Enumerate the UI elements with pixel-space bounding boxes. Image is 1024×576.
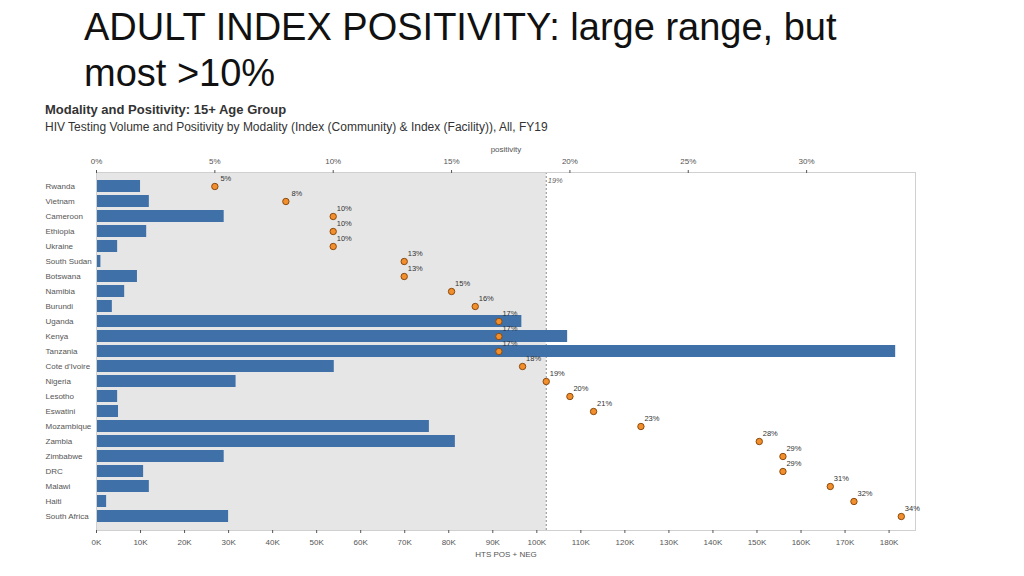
svg-text:10%: 10% xyxy=(337,219,352,228)
svg-text:10%: 10% xyxy=(337,234,352,243)
svg-text:8%: 8% xyxy=(291,189,302,198)
svg-text:15%: 15% xyxy=(444,157,460,166)
svg-text:Haiti: Haiti xyxy=(46,497,62,506)
svg-text:20K: 20K xyxy=(177,538,192,547)
svg-text:Uganda: Uganda xyxy=(46,317,75,326)
svg-text:17%: 17% xyxy=(502,324,517,333)
svg-text:Lesotho: Lesotho xyxy=(46,392,75,401)
svg-text:23%: 23% xyxy=(644,414,659,423)
svg-text:Malawi: Malawi xyxy=(46,482,71,491)
svg-text:32%: 32% xyxy=(857,489,872,498)
svg-text:0%: 0% xyxy=(91,157,103,166)
svg-text:DRC: DRC xyxy=(46,467,64,476)
svg-text:5%: 5% xyxy=(209,157,221,166)
svg-text:29%: 29% xyxy=(786,444,801,453)
svg-text:34%: 34% xyxy=(905,504,920,513)
svg-text:Namibia: Namibia xyxy=(46,287,76,296)
svg-text:13%: 13% xyxy=(408,264,423,273)
svg-text:Nigeria: Nigeria xyxy=(46,377,72,386)
html-text:Modality and Positivity: 15+ A: Modality and Positivity: 15+ Age Group xyxy=(45,102,287,117)
svg-text:130K: 130K xyxy=(660,538,679,547)
svg-text:70K: 70K xyxy=(398,538,413,547)
svg-text:5%: 5% xyxy=(220,174,231,183)
svg-text:HTS POS + NEG: HTS POS + NEG xyxy=(475,550,537,559)
svg-text:100K: 100K xyxy=(527,538,546,547)
svg-text:South Africa: South Africa xyxy=(46,512,90,521)
html-text:ADULT INDEX POSITIVITY: large: ADULT INDEX POSITIVITY: large range, but… xyxy=(84,6,837,94)
svg-text:Vietnam: Vietnam xyxy=(46,197,76,206)
svg-text:110K: 110K xyxy=(572,538,591,547)
svg-text:South Sudan: South Sudan xyxy=(46,257,92,266)
svg-text:Kenya: Kenya xyxy=(46,332,69,341)
svg-text:29%: 29% xyxy=(786,459,801,468)
svg-text:Botswana: Botswana xyxy=(46,272,82,281)
svg-text:19%: 19% xyxy=(548,176,563,185)
svg-text:30%: 30% xyxy=(799,157,815,166)
svg-text:Mozambique: Mozambique xyxy=(46,422,92,431)
svg-text:Tanzania: Tanzania xyxy=(46,347,79,356)
svg-text:13%: 13% xyxy=(408,249,423,258)
svg-text:17%: 17% xyxy=(502,309,517,318)
svg-text:120K: 120K xyxy=(616,538,635,547)
svg-text:30K: 30K xyxy=(221,538,236,547)
svg-text:19%: 19% xyxy=(550,369,565,378)
svg-text:Burundi: Burundi xyxy=(46,302,74,311)
svg-text:Cameroon: Cameroon xyxy=(46,212,83,221)
svg-text:positivity: positivity xyxy=(491,145,522,154)
svg-text:160K: 160K xyxy=(792,538,811,547)
svg-text:20%: 20% xyxy=(573,384,588,393)
svg-text:20%: 20% xyxy=(562,157,578,166)
svg-text:Zimbabwe: Zimbabwe xyxy=(46,452,83,461)
svg-text:Zambia: Zambia xyxy=(46,437,73,446)
svg-text:40K: 40K xyxy=(266,538,281,547)
svg-text:16%: 16% xyxy=(479,294,494,303)
svg-text:18%: 18% xyxy=(526,354,541,363)
svg-text:17%: 17% xyxy=(502,339,517,348)
svg-text:170K: 170K xyxy=(836,538,855,547)
svg-text:Ethiopia: Ethiopia xyxy=(46,227,75,236)
svg-text:0K: 0K xyxy=(92,538,102,547)
svg-text:50K: 50K xyxy=(310,538,325,547)
svg-text:Ukraine: Ukraine xyxy=(46,242,74,251)
svg-text:Cote d'Ivoire: Cote d'Ivoire xyxy=(46,362,91,371)
svg-text:140K: 140K xyxy=(704,538,723,547)
svg-text:150K: 150K xyxy=(748,538,767,547)
svg-text:180K: 180K xyxy=(880,538,899,547)
svg-text:80K: 80K xyxy=(442,538,457,547)
svg-text:25%: 25% xyxy=(680,157,696,166)
svg-text:10K: 10K xyxy=(133,538,148,547)
svg-text:15%: 15% xyxy=(455,279,470,288)
svg-text:10%: 10% xyxy=(337,204,352,213)
svg-text:31%: 31% xyxy=(834,474,849,483)
svg-text:Rwanda: Rwanda xyxy=(46,182,76,191)
html-text:HIV Testing Volume and Positiv: HIV Testing Volume and Positivity by Mod… xyxy=(45,120,548,134)
svg-text:28%: 28% xyxy=(763,429,778,438)
svg-text:60K: 60K xyxy=(354,538,369,547)
svg-text:Eswatini: Eswatini xyxy=(46,407,76,416)
svg-text:10%: 10% xyxy=(325,157,341,166)
svg-text:21%: 21% xyxy=(597,399,612,408)
svg-text:90K: 90K xyxy=(486,538,501,547)
